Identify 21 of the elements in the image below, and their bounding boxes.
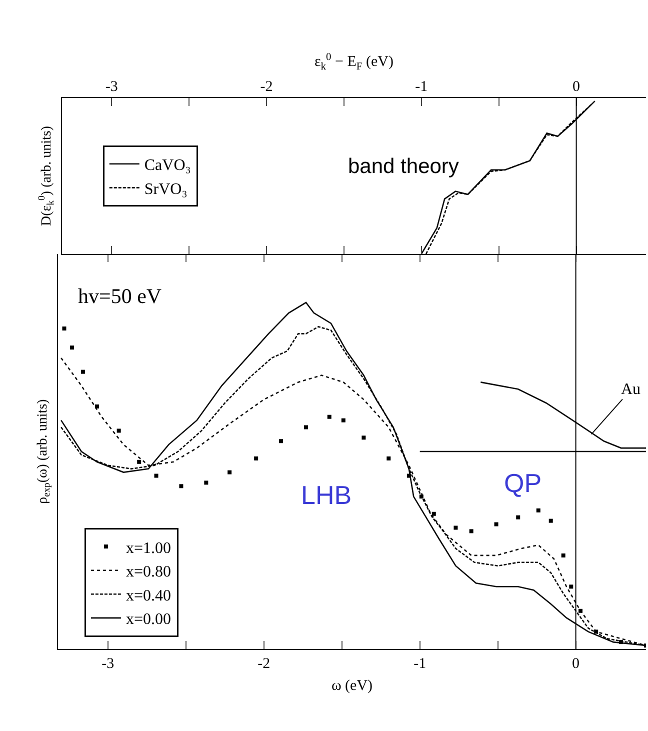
x-tick-label: -1 bbox=[414, 656, 426, 672]
x-tick-label: -3 bbox=[105, 78, 118, 95]
legend-label: SrVO₃ bbox=[144, 180, 188, 198]
x-tick-label: 0 bbox=[572, 78, 580, 95]
x-tick-label: -1 bbox=[415, 78, 428, 95]
annotation: QP bbox=[504, 468, 542, 498]
x-tick-label: 0 bbox=[572, 656, 580, 672]
x-tick-label: -2 bbox=[258, 656, 270, 672]
annotation: band theory bbox=[348, 155, 460, 178]
legend-label: x=0.40 bbox=[126, 587, 171, 604]
x-axis-title: ω (eV) bbox=[331, 678, 373, 694]
annotation: Au bbox=[621, 381, 641, 398]
x-axis-title: ε$_{k}$$^{0}$ − E$_{F}$ (eV) bbox=[314, 52, 394, 72]
x-tick-label: -3 bbox=[102, 656, 114, 672]
legend-label: x=1.00 bbox=[126, 540, 171, 557]
annotation: LHB bbox=[301, 480, 352, 510]
legend-label: x=0.00 bbox=[126, 611, 171, 628]
x-tick-label: -2 bbox=[260, 78, 273, 95]
annotation: hv=50 eV bbox=[78, 284, 162, 308]
legend-label: CaVO₃ bbox=[144, 157, 191, 174]
legend-label: x=0.80 bbox=[126, 564, 171, 581]
